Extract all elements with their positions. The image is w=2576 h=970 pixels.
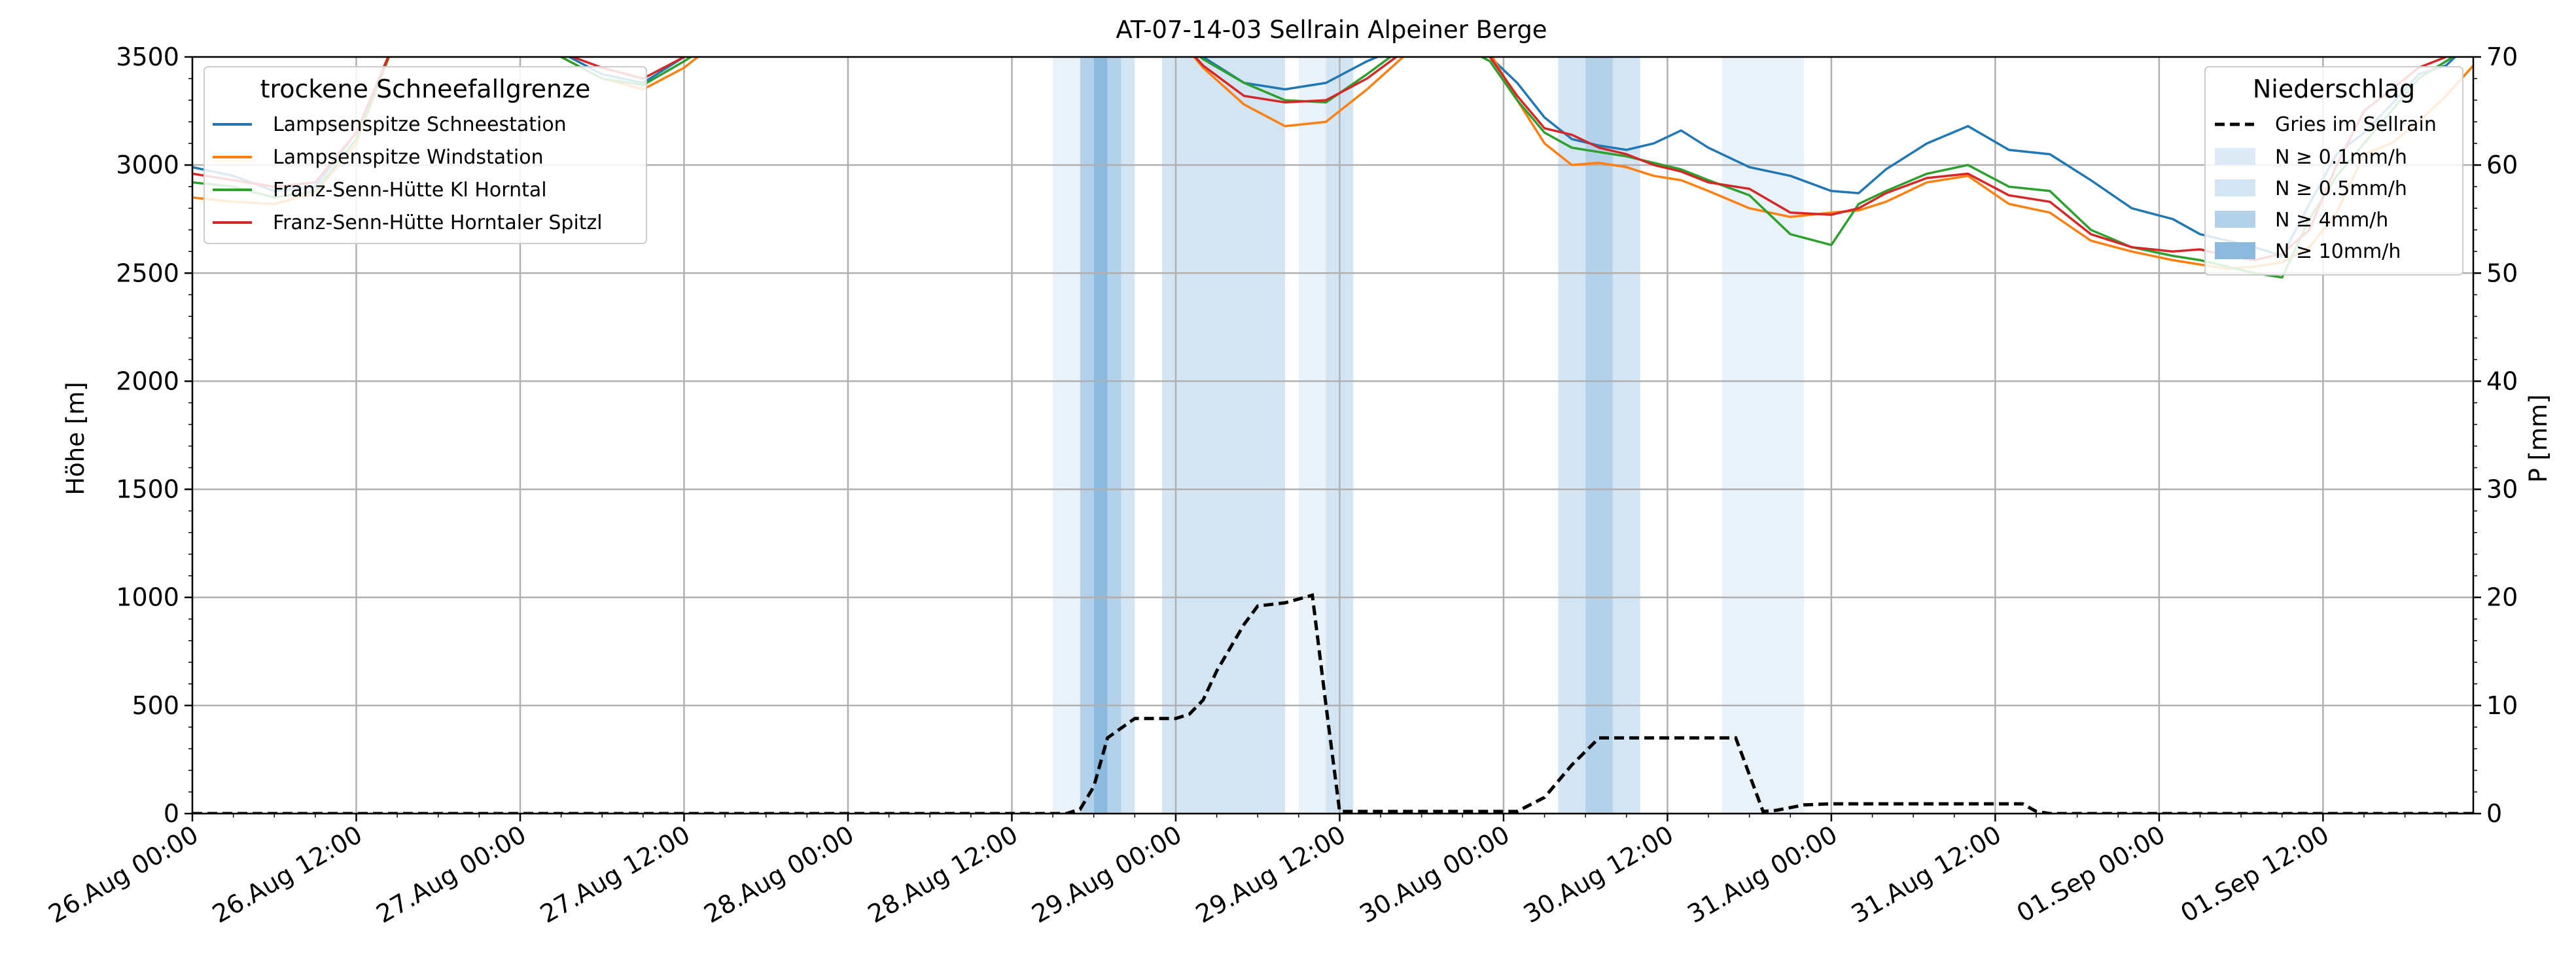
x-tick-label: 26.Aug 12:00	[207, 820, 367, 929]
y2-tick-label: 60	[2486, 151, 2518, 179]
legend-snowline: trockene Schneefallgrenze Lampsenspitze …	[203, 66, 647, 244]
legend-precip-band-items: N ≥ 0.1mm/h N ≥ 0.5mm/h N ≥ 4mm/h N ≥ 10mm/…	[2215, 146, 2407, 263]
y-tick-label: 1500	[116, 475, 179, 504]
x-tick-label: 29.Aug 12:00	[1191, 820, 1350, 929]
legend-precip-title: Niederschlag	[2253, 75, 2415, 103]
legend-label: Franz-Senn-Hütte Horntaler Spitzl	[273, 211, 603, 234]
y-tick-label: 0	[164, 799, 179, 828]
y2-tick-label: 20	[2486, 583, 2518, 612]
y-tick-label: 2000	[116, 367, 179, 395]
y-axis-label: Höhe [m]	[62, 382, 90, 495]
legend-band-swatch	[2215, 179, 2255, 196]
x-tick-label: 31.Aug 00:00	[1683, 820, 1843, 929]
x-tick-label: 27.Aug 12:00	[535, 820, 695, 929]
x-tick-label: 01.Sep 00:00	[2012, 820, 2170, 928]
legend-label: Franz-Senn-Hütte Kl Horntal	[273, 179, 547, 202]
x-tick-label: 28.Aug 12:00	[863, 820, 1023, 929]
chart-title: AT-07-14-03 Sellrain Alpeiner Berge	[1116, 16, 1547, 44]
legend-snowline-items: Lampsenspitze Schneestation Lampsenspitze…	[213, 113, 603, 234]
y-tick-label: 3000	[116, 151, 179, 179]
y-tick-label: 3500	[116, 43, 179, 71]
x-tick-label: 26.Aug 00:00	[44, 820, 203, 929]
precip-band	[1298, 57, 1326, 814]
y2-tick-label: 50	[2486, 259, 2518, 287]
y2-axis-label: P [mm]	[2524, 394, 2552, 482]
legend-precip-frame	[2204, 66, 2463, 276]
precip-band	[1053, 57, 1080, 814]
x-tick-label: 29.Aug 00:00	[1027, 820, 1187, 929]
legend-band-label: N ≥ 10mm/h	[2275, 240, 2401, 263]
y-tick-label: 500	[132, 691, 179, 720]
legend-snowline-title: trockene Schneefallgrenze	[260, 75, 591, 103]
legend-band-label: N ≥ 0.1mm/h	[2275, 146, 2407, 169]
y-tick-label: 2500	[116, 259, 179, 287]
y2-tick-label: 0	[2486, 799, 2502, 828]
legend-band-swatch	[2215, 148, 2255, 165]
x-tick-label: 30.Aug 12:00	[1519, 820, 1678, 929]
precip-band	[1162, 57, 1285, 814]
precip-band	[1107, 57, 1121, 814]
legend-snowline-frame	[203, 66, 647, 244]
precip-band	[1721, 57, 1805, 814]
x-tick-label: 27.Aug 00:00	[372, 820, 531, 929]
legend-label: Lampsenspitze Windstation	[273, 146, 544, 169]
x-tick-label: 30.Aug 00:00	[1355, 820, 1515, 929]
x-tick-label: 28.Aug 00:00	[699, 820, 859, 929]
precip-bands-layer	[1053, 57, 1805, 814]
precip-band	[1080, 57, 1094, 814]
y2-tick-label: 70	[2486, 43, 2518, 71]
precip-band	[1558, 57, 1586, 814]
y2-tick-label: 40	[2486, 367, 2518, 395]
y-tick-label: 1000	[116, 583, 179, 612]
y2-tick-label: 30	[2486, 475, 2518, 504]
legend-label: Lampsenspitze Schneestation	[273, 113, 567, 136]
y2-tick-label: 10	[2486, 691, 2518, 720]
legend-band-swatch	[2215, 211, 2255, 228]
precip-line	[192, 593, 2473, 814]
legend-band-label: N ≥ 4mm/h	[2275, 209, 2388, 232]
x-tick-label: 31.Aug 12:00	[1846, 820, 2006, 929]
plot-frame	[191, 56, 2475, 815]
legend-precip-line-label: Gries im Sellrain	[2275, 113, 2437, 136]
legend-band-label: N ≥ 0.5mm/h	[2275, 177, 2407, 200]
precip-band	[1612, 57, 1640, 814]
legend-band-swatch	[2215, 242, 2255, 259]
precip-band	[1585, 57, 1613, 814]
x-tick-label: 01.Sep 12:00	[2176, 820, 2334, 928]
legend-precip: Niederschlag Gries im Sellrain N ≥ 0.1mm…	[2204, 66, 2463, 276]
precip-band	[1121, 57, 1135, 814]
precip-band	[1093, 57, 1108, 814]
